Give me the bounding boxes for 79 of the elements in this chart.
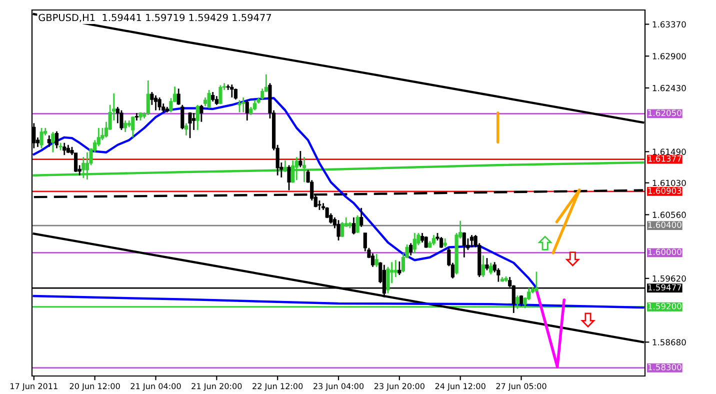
candlestick: [287, 164, 291, 191]
line-series: [32, 294, 644, 309]
candlestick: [234, 88, 238, 100]
candlestick: [394, 259, 398, 278]
candlestick: [485, 257, 489, 271]
candlestick: [230, 84, 234, 98]
candlestick: [120, 110, 124, 131]
y-tick-label: 1.63370: [652, 21, 686, 28]
ref-line-label: 1.60000: [648, 248, 682, 256]
candlestick: [176, 88, 180, 106]
candlestick: [489, 262, 493, 276]
candlestick: [51, 131, 55, 154]
x-tick-label: 17 Jun 2011: [10, 383, 58, 391]
candlestick: [211, 91, 215, 102]
x-tick-label: 20 Jun 12:00: [70, 383, 120, 391]
candlestick: [245, 99, 249, 122]
candlestick: [412, 232, 416, 254]
ref-line-label: 1.62050: [648, 110, 682, 116]
y-tick-label: 1.61490: [652, 148, 686, 155]
y-tick-label: 1.61030: [652, 180, 686, 186]
candlestick: [534, 270, 538, 292]
candlestick: [336, 219, 340, 242]
x-tick-label: 23 Jun 04:00: [314, 383, 364, 391]
candlestick: [47, 134, 51, 148]
candlestick: [154, 94, 158, 112]
candlestick: [527, 287, 531, 301]
candlestick: [409, 242, 413, 256]
candlestick: [360, 207, 364, 228]
x-tick-label: 21 Jun 20:00: [192, 383, 242, 391]
candlestick: [481, 254, 485, 278]
x-tick-label: 21 Jun 04:00: [130, 383, 181, 391]
y-tick-label: 1.59620: [652, 275, 686, 282]
candlestick: [432, 234, 436, 246]
x-tick-label: 22 Jun 12:00: [252, 383, 303, 391]
ref-line-label: 1.60400: [648, 222, 682, 228]
candlestick: [374, 253, 378, 268]
candlestick: [398, 260, 402, 276]
y-tick-label: 1.60560: [652, 212, 686, 218]
candlestick: [123, 120, 128, 133]
candlestick: [462, 232, 466, 258]
y-tick-label: 1.62430: [652, 84, 686, 92]
candlestick: [180, 104, 184, 130]
candlestick: [207, 89, 211, 109]
candlestick: [242, 96, 246, 114]
candlestick: [420, 232, 424, 244]
candlestick: [54, 130, 59, 149]
ref-line-label: 1.60903: [648, 188, 682, 194]
candlestick: [238, 99, 242, 114]
x-tick-label: 27 Jun 05:00: [496, 383, 546, 391]
ref-line-label: 1.59200: [648, 302, 682, 310]
ref-line-label: 1.58300: [648, 364, 682, 370]
y-tick-label: 1.58680: [652, 339, 686, 346]
ref-line-label: 1.59477: [648, 284, 682, 291]
candlestick: [188, 112, 192, 139]
candlestick: [40, 127, 44, 149]
candlestick: [298, 150, 302, 168]
candlestick: [470, 234, 474, 248]
ref-line-label: 1.61377: [648, 155, 682, 162]
candlestick: [352, 216, 356, 236]
candlestick: [196, 104, 200, 131]
candlestick: [184, 122, 188, 136]
candlestick: [192, 112, 196, 131]
candlestick: [252, 99, 257, 112]
candlestick: [318, 200, 322, 211]
candlestick: [169, 97, 173, 114]
candlestick: [158, 96, 162, 112]
candlestick: [340, 221, 344, 238]
candlestick: [146, 80, 150, 116]
candlestick: [218, 84, 222, 105]
candlestick: [62, 142, 66, 156]
y-tick-label: 1.62900: [652, 53, 686, 60]
candlestick: [200, 104, 204, 123]
candlestick: [356, 214, 360, 234]
candlestick: [440, 236, 444, 249]
chart-title: GBPUSD,H1 1.59441 1.59719 1.59429 1.59477: [38, 14, 271, 22]
x-tick-label: 24 Jun 12:00: [435, 383, 486, 391]
candlestick: [131, 116, 135, 138]
x-tick-label: 23 Jun 20:00: [374, 383, 424, 391]
candlestick: [386, 266, 390, 294]
